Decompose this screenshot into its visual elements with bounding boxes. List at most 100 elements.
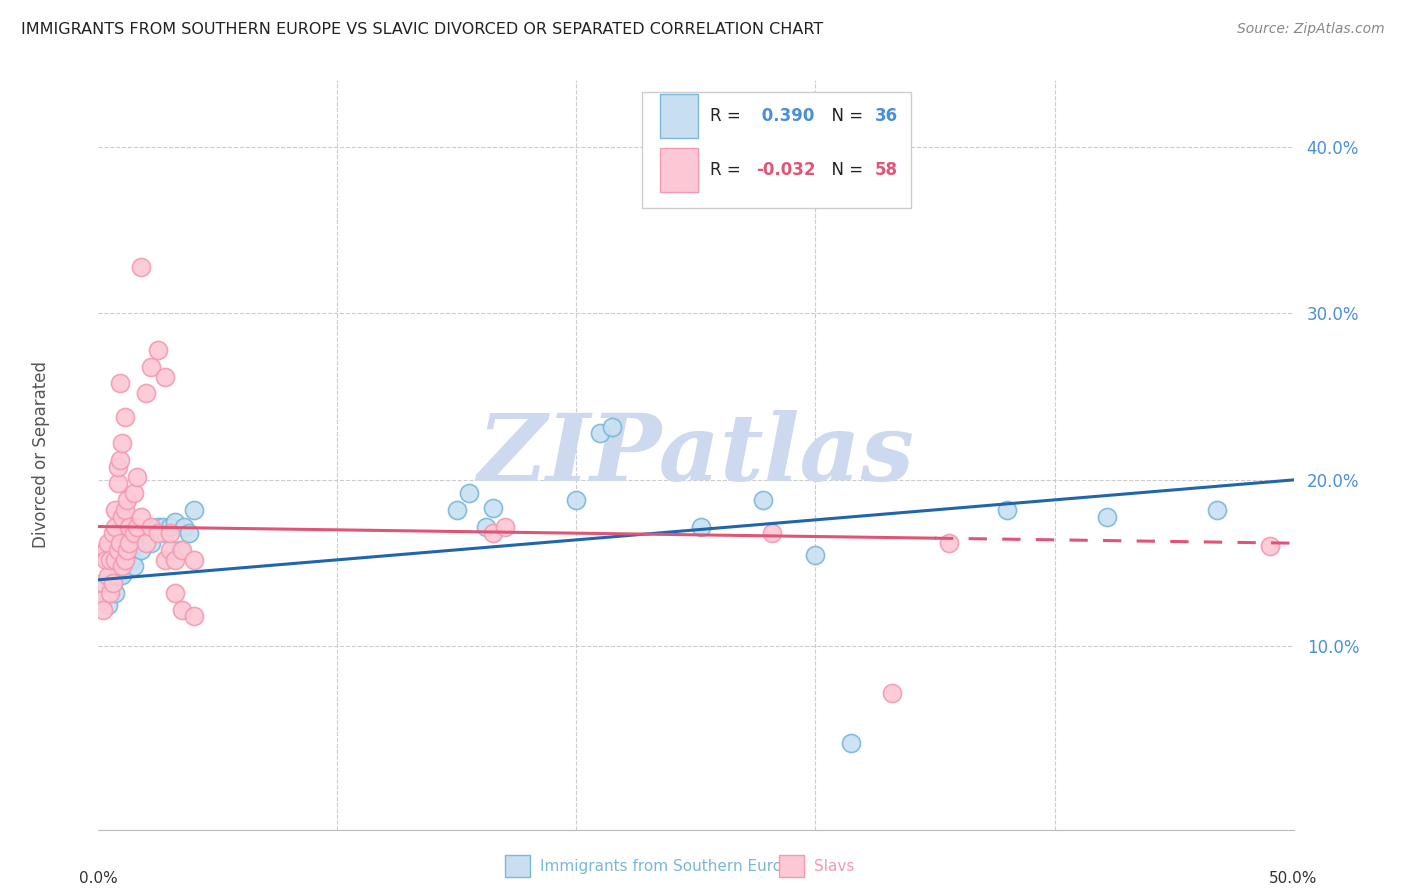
Point <box>159 526 181 541</box>
Point <box>104 586 127 600</box>
Point <box>183 609 205 624</box>
Text: N =: N = <box>821 107 869 125</box>
Point <box>104 519 127 533</box>
Point <box>183 503 205 517</box>
Point <box>91 592 114 607</box>
Point <box>155 369 177 384</box>
Point <box>111 567 134 582</box>
Point <box>104 553 127 567</box>
Point <box>458 486 481 500</box>
Text: 0.390: 0.390 <box>756 107 814 125</box>
Point <box>752 492 775 507</box>
Point <box>111 559 134 574</box>
Point <box>139 359 162 374</box>
Point <box>481 526 505 541</box>
Point <box>104 503 127 517</box>
Point <box>804 548 827 562</box>
Point <box>101 526 124 541</box>
Point <box>565 492 588 507</box>
Point <box>179 526 201 541</box>
Point <box>124 486 146 500</box>
Point <box>1258 540 1281 554</box>
Point <box>761 526 783 541</box>
Point <box>125 519 148 533</box>
Text: Source: ZipAtlas.com: Source: ZipAtlas.com <box>1237 22 1385 37</box>
Text: Immigrants from Southern Europe: Immigrants from Southern Europe <box>540 859 801 873</box>
Text: Slavs: Slavs <box>814 859 855 873</box>
Point <box>689 519 711 533</box>
Point <box>97 536 120 550</box>
Point <box>111 436 134 450</box>
Point <box>135 526 157 541</box>
Point <box>602 419 624 434</box>
Point <box>115 492 138 507</box>
Point <box>107 569 129 583</box>
Point <box>172 603 194 617</box>
Text: 0.0%: 0.0% <box>79 871 118 886</box>
Point <box>125 469 148 483</box>
Point <box>841 736 863 750</box>
Point <box>97 598 120 612</box>
Text: N =: N = <box>821 161 869 178</box>
Point <box>131 260 153 274</box>
Point <box>97 569 120 583</box>
Point <box>1206 503 1229 517</box>
Point <box>91 603 114 617</box>
Point <box>94 542 117 557</box>
Text: R =: R = <box>710 107 747 125</box>
Point <box>155 526 177 541</box>
Point <box>135 386 157 401</box>
Text: 50.0%: 50.0% <box>1270 871 1317 886</box>
Point <box>159 542 181 557</box>
Text: IMMIGRANTS FROM SOUTHERN EUROPE VS SLAVIC DIVORCED OR SEPARATED CORRELATION CHAR: IMMIGRANTS FROM SOUTHERN EUROPE VS SLAVI… <box>21 22 824 37</box>
Point <box>111 509 134 524</box>
Point <box>148 526 170 541</box>
Point <box>108 536 131 550</box>
Point <box>152 519 174 533</box>
Point <box>938 536 960 550</box>
Text: R =: R = <box>710 161 747 178</box>
Point <box>148 343 170 357</box>
Point <box>107 542 129 557</box>
Point <box>169 542 191 557</box>
Point <box>131 509 153 524</box>
Point <box>481 501 505 516</box>
Point <box>135 536 157 550</box>
Text: -0.032: -0.032 <box>756 161 815 178</box>
Point <box>494 519 516 533</box>
Point <box>108 376 131 391</box>
Text: ZIPatlas: ZIPatlas <box>478 410 914 500</box>
Point <box>163 515 186 529</box>
Point <box>98 576 122 591</box>
Text: Divorced or Separated: Divorced or Separated <box>32 361 51 549</box>
Point <box>114 409 136 424</box>
Text: 36: 36 <box>876 107 898 125</box>
Point <box>163 586 186 600</box>
Point <box>107 459 129 474</box>
Text: 58: 58 <box>876 161 898 178</box>
Point <box>107 476 129 491</box>
FancyBboxPatch shape <box>643 92 911 208</box>
Point <box>995 503 1018 517</box>
Point <box>474 519 496 533</box>
Point <box>108 453 131 467</box>
Point <box>114 553 136 567</box>
Point <box>139 519 162 533</box>
Point <box>589 426 612 441</box>
Point <box>148 519 170 533</box>
Point <box>139 536 162 550</box>
Point <box>124 526 146 541</box>
Point <box>94 553 117 567</box>
Point <box>121 553 143 567</box>
FancyBboxPatch shape <box>661 94 699 138</box>
FancyBboxPatch shape <box>661 148 699 192</box>
Point <box>131 542 153 557</box>
Point <box>115 542 138 557</box>
Point <box>114 503 136 517</box>
Point <box>91 576 114 591</box>
Point <box>446 503 468 517</box>
Point <box>125 536 148 550</box>
Point <box>98 586 122 600</box>
Point <box>98 553 122 567</box>
Point <box>124 559 146 574</box>
